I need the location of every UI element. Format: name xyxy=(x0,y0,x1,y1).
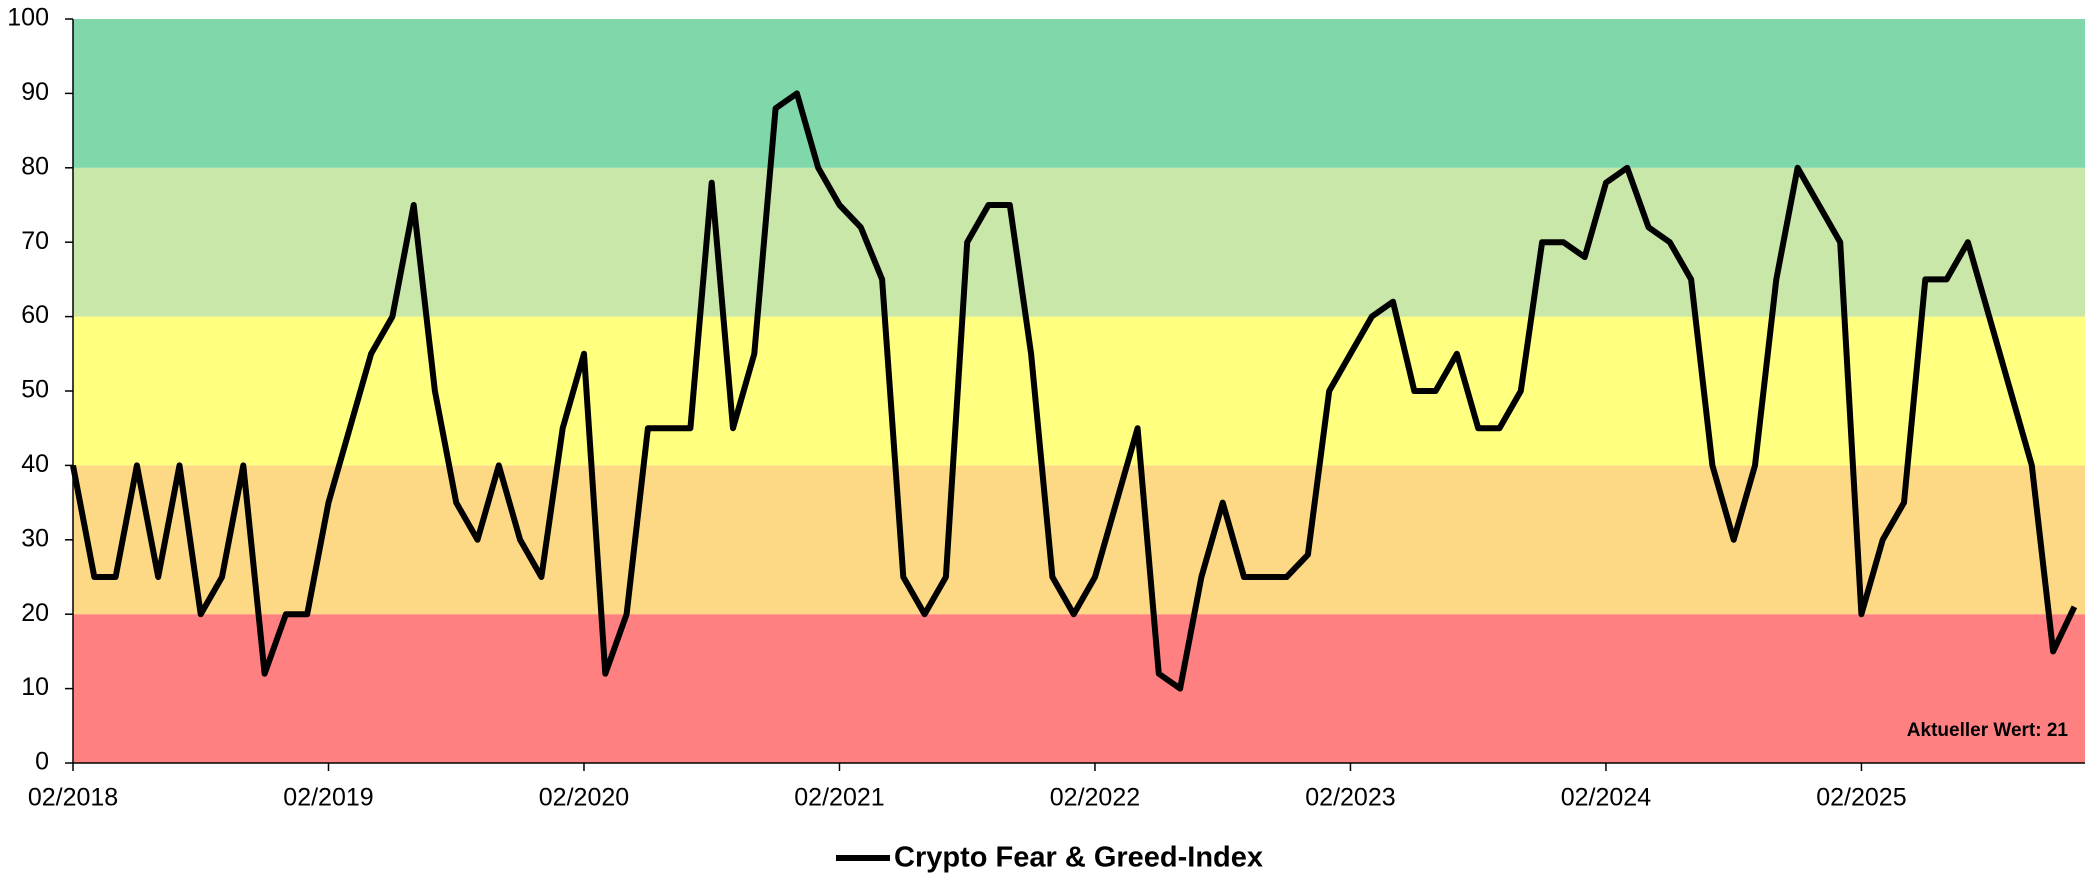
band xyxy=(73,465,2085,615)
band xyxy=(73,614,2085,763)
y-tick-label: 60 xyxy=(21,301,49,329)
x-tick-label: 02/2019 xyxy=(283,784,373,812)
x-tick-label: 02/2018 xyxy=(28,784,118,812)
background-bands xyxy=(73,19,2085,763)
x-tick-label: 02/2025 xyxy=(1816,784,1906,812)
y-tick-label: 30 xyxy=(21,524,49,552)
x-tick-label: 02/2024 xyxy=(1561,784,1651,812)
band xyxy=(73,316,2085,466)
x-tick-label: 02/2022 xyxy=(1050,784,1140,812)
y-tick-label: 50 xyxy=(21,376,49,404)
y-tick-label: 80 xyxy=(21,152,49,180)
x-tick-label: 02/2021 xyxy=(794,784,884,812)
y-tick-label: 20 xyxy=(21,599,49,627)
band xyxy=(73,19,2085,168)
y-tick-label: 40 xyxy=(21,450,49,478)
series-line xyxy=(70,90,2078,692)
x-tick-label: 02/2020 xyxy=(539,784,629,812)
y-tick-label: 0 xyxy=(35,748,49,776)
y-tick-label: 100 xyxy=(7,4,49,32)
y-tick-label: 10 xyxy=(21,673,49,701)
x-tick-label: 02/2023 xyxy=(1305,784,1395,812)
legend-label: Crypto Fear & Greed-Index xyxy=(894,842,1263,874)
y-tick-label: 70 xyxy=(21,227,49,255)
y-tick-label: 90 xyxy=(21,78,49,106)
annotation: Aktueller Wert: 21 xyxy=(1907,720,2069,741)
